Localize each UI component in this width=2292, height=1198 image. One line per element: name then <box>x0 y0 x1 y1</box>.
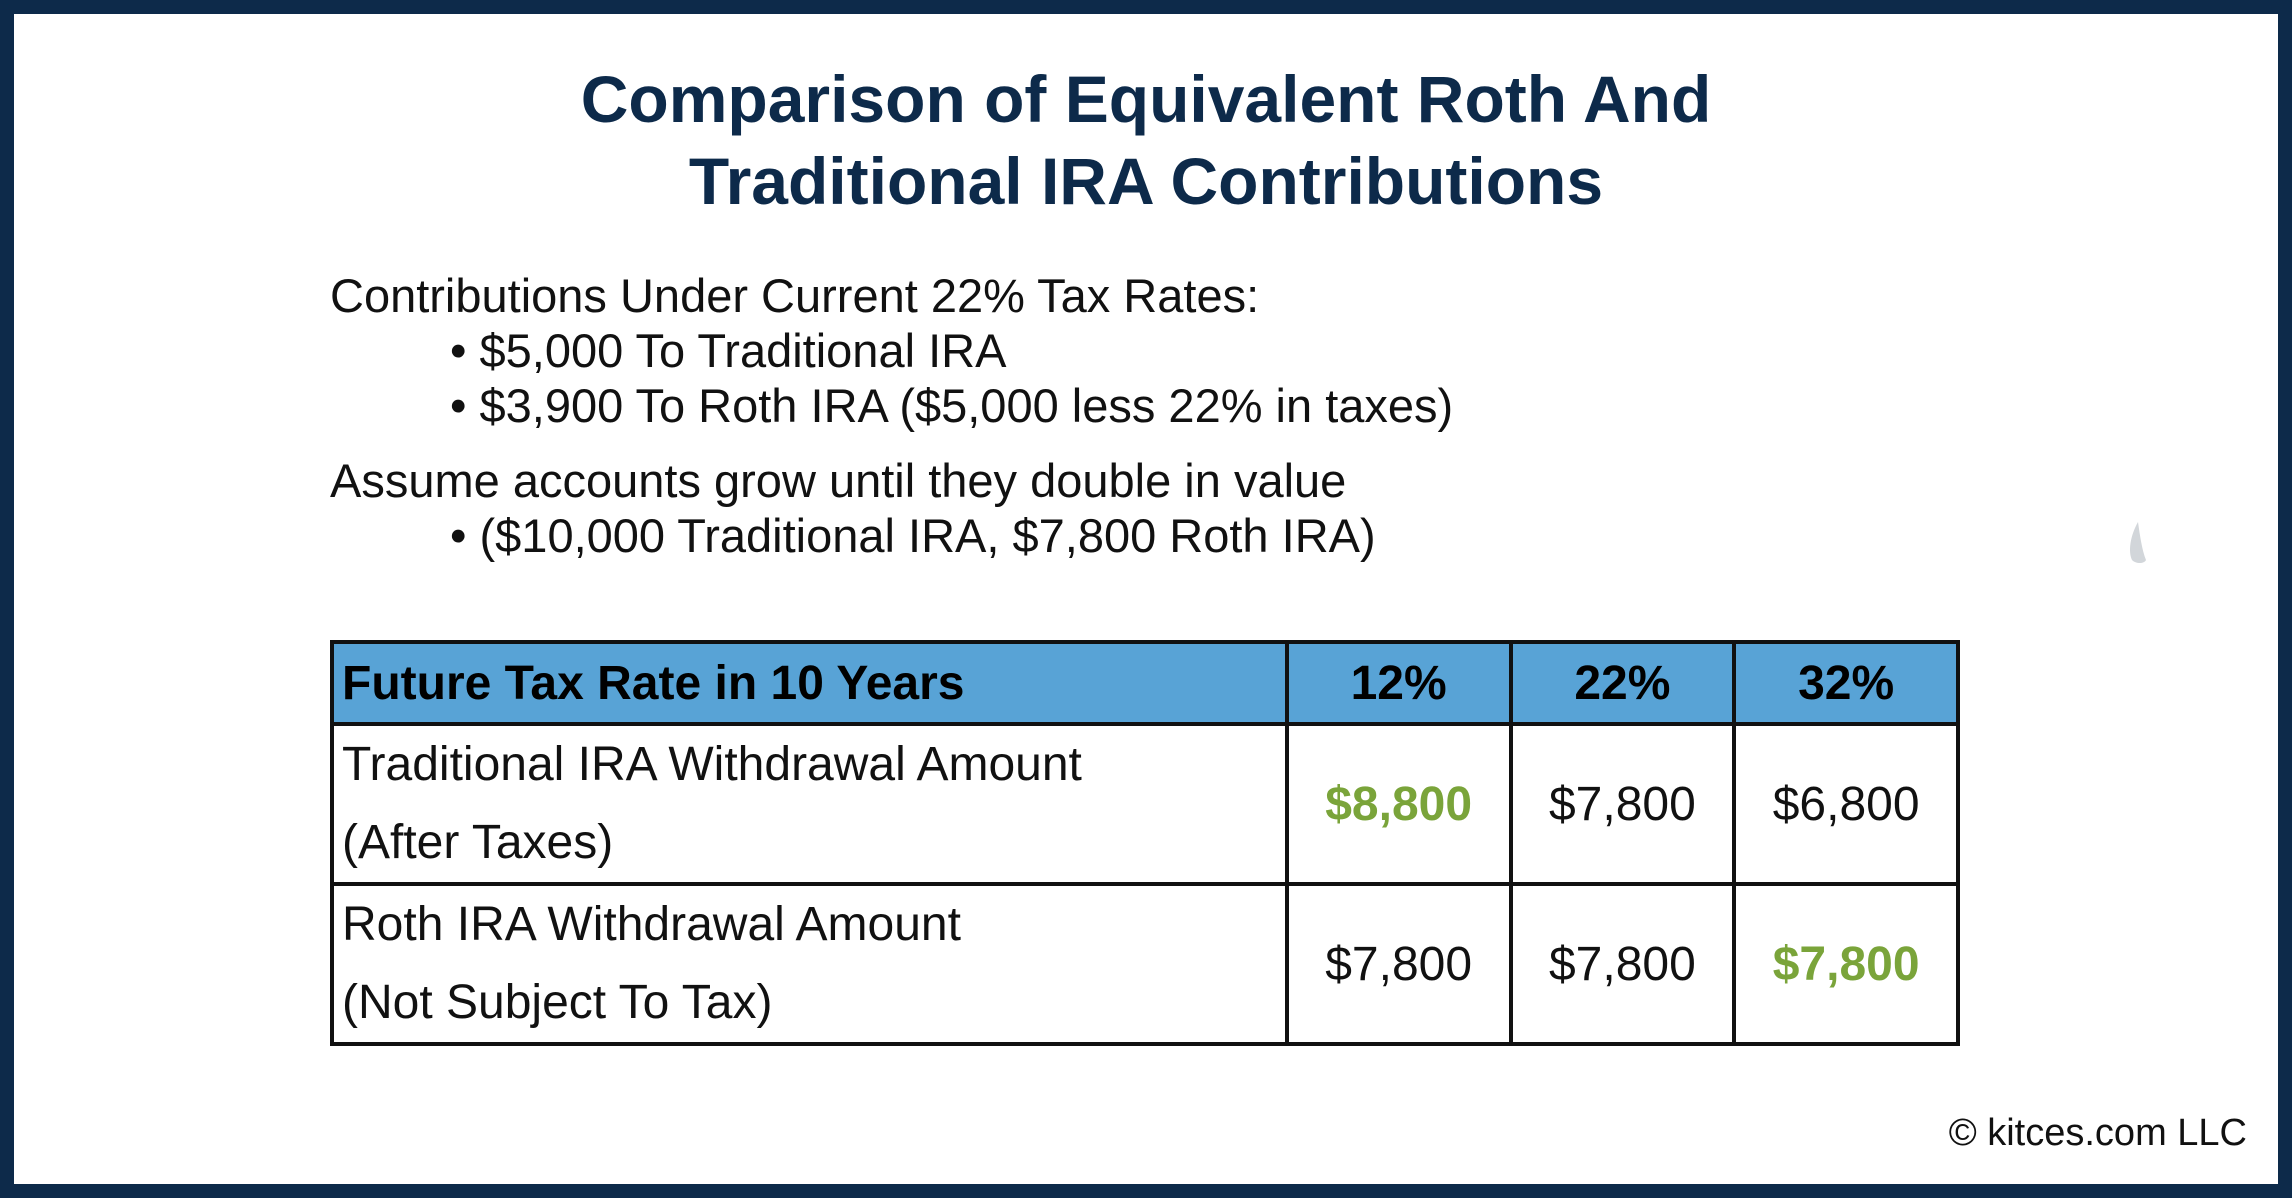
value-roth-32: $7,800 <box>1732 882 1960 1046</box>
intro-bullet-traditional: • $5,000 To Traditional IRA <box>450 324 1007 377</box>
header-rate-12: 12% <box>1284 640 1513 726</box>
intro-heading: Contributions Under Current 22% Tax Rate… <box>330 269 1260 322</box>
row-label-line-1: Roth IRA Withdrawal Amount <box>342 898 961 951</box>
title-line-1: Comparison of Equivalent Roth And <box>580 62 1712 136</box>
comparison-table: Future Tax Rate in 10 Years 12% 22% 32% … <box>330 640 1960 1046</box>
copyright-notice: © kitces.com LLC <box>1948 1112 2247 1154</box>
row-label-roth: Roth IRA Withdrawal Amount (Not Subject … <box>330 882 1289 1046</box>
title-line-2: Traditional IRA Contributions <box>688 144 1604 218</box>
row-label-traditional: Traditional IRA Withdrawal Amount (After… <box>330 722 1289 886</box>
assumption-bullet: • ($10,000 Traditional IRA, $7,800 Roth … <box>450 509 1376 562</box>
header-rate-22: 22% <box>1508 640 1737 726</box>
decorative-mark-icon <box>2130 522 2146 563</box>
row-label-line-2: (After Taxes) <box>342 816 614 869</box>
table-header-row: Future Tax Rate in 10 Years 12% 22% 32% <box>330 640 1960 726</box>
header-rate-32: 32% <box>1732 640 1960 726</box>
value-traditional-22: $7,800 <box>1508 722 1737 886</box>
assumption-text: Assume accounts grow until they double i… <box>330 454 1347 507</box>
value-traditional-32: $6,800 <box>1732 722 1960 886</box>
value-traditional-12: $8,800 <box>1284 722 1513 886</box>
table-row-traditional: Traditional IRA Withdrawal Amount (After… <box>330 722 1960 886</box>
intro-text: Contributions Under Current 22% Tax Rate… <box>330 268 1453 563</box>
page-title: Comparison of Equivalent Roth And Tradit… <box>0 58 2292 222</box>
row-label-line-1: Traditional IRA Withdrawal Amount <box>342 738 1082 791</box>
header-future-tax-rate: Future Tax Rate in 10 Years <box>330 640 1289 726</box>
value-roth-12: $7,800 <box>1284 882 1513 1046</box>
table-row-roth: Roth IRA Withdrawal Amount (Not Subject … <box>330 882 1960 1046</box>
row-label-line-2: (Not Subject To Tax) <box>342 976 773 1029</box>
intro-bullet-roth: • $3,900 To Roth IRA ($5,000 less 22% in… <box>450 379 1454 432</box>
value-roth-22: $7,800 <box>1508 882 1737 1046</box>
